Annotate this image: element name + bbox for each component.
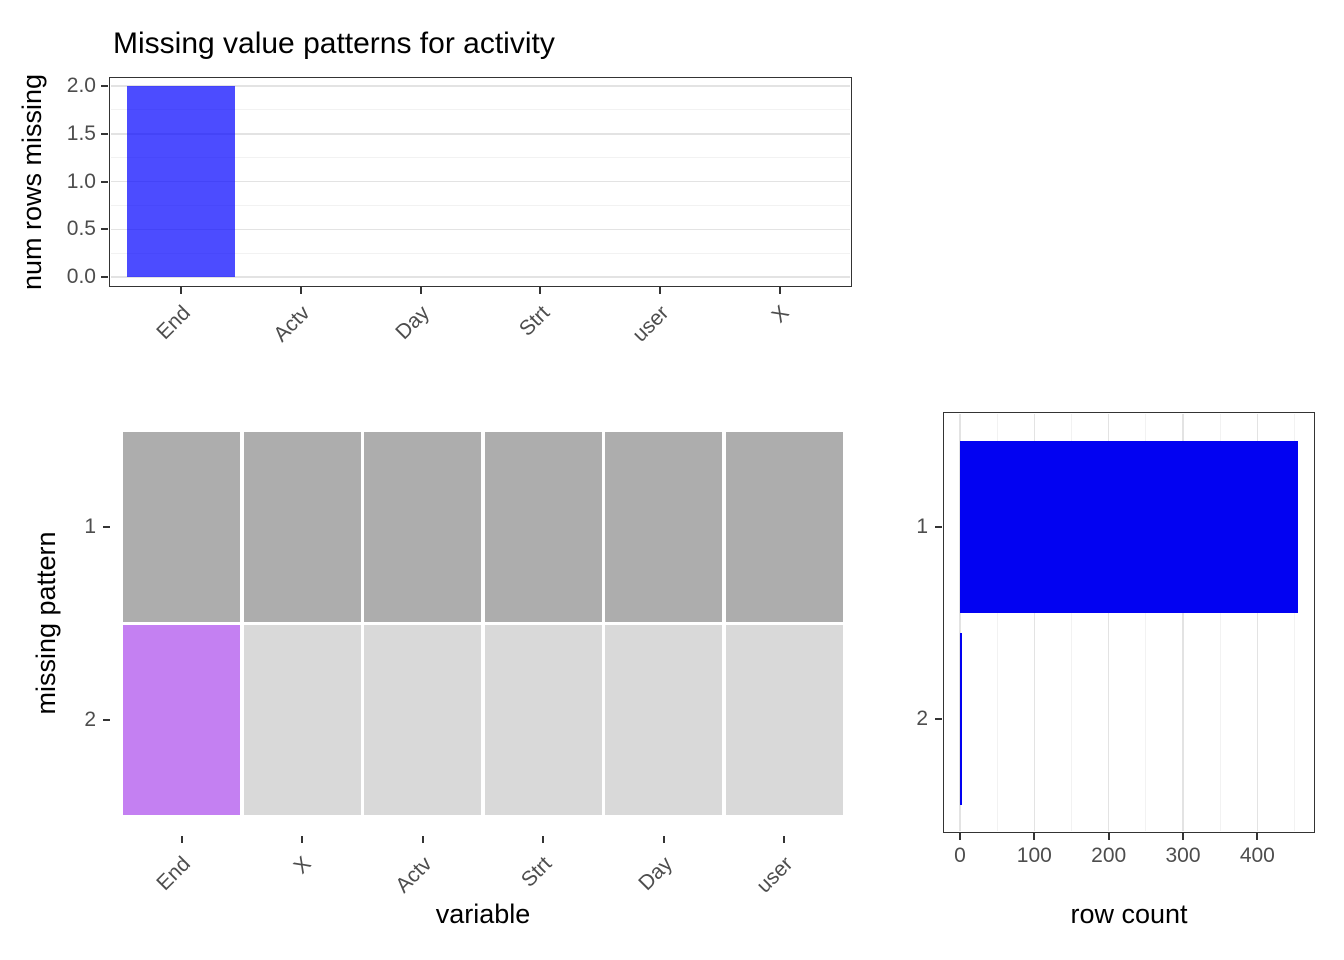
- top-y-tick-label: 0.5: [66, 217, 96, 241]
- top-gridline-minor: [111, 109, 850, 111]
- heatmap-x-tick-label-X: X: [289, 852, 316, 879]
- count-gridline-minor: [996, 414, 998, 831]
- top-x-tick-mark: [179, 287, 182, 294]
- top-x-tick-label-Strt: Strt: [514, 301, 554, 341]
- count-y-tick-label: 1: [916, 515, 928, 538]
- heatmap-x-tick-label-Strt: Strt: [517, 852, 557, 892]
- count-gridline-major: [1256, 414, 1259, 831]
- top-y-tick-label: 2.0: [66, 74, 96, 97]
- pattern-tile-1-End: [123, 432, 240, 622]
- pattern-tile-2-Actv: [364, 624, 481, 815]
- count-x-tick-mark: [1033, 833, 1036, 840]
- top-x-tick-label-Actv: Actv: [269, 301, 315, 347]
- top-y-tick-label: 0.0: [66, 265, 96, 288]
- count-bar-pattern-1: [960, 441, 1298, 613]
- pattern-tile-1-Day: [605, 432, 722, 622]
- top-x-tick-label-End: End: [151, 301, 195, 344]
- count-x-tick-label: 300: [1165, 844, 1201, 867]
- top-y-tick-label: 1.0: [66, 169, 96, 193]
- count-gridline-major: [1107, 414, 1110, 831]
- top-gridline-major: [111, 133, 850, 135]
- count-gridline-major: [1182, 414, 1184, 831]
- pattern-tile-2-X: [243, 624, 361, 815]
- top-bar-End: [126, 86, 235, 277]
- count-x-axis-title: row count: [1070, 899, 1188, 929]
- count-x-tick-label: 400: [1239, 844, 1275, 867]
- top-x-tick-mark: [539, 287, 542, 294]
- top-x-tick-label-user: user: [628, 301, 674, 347]
- top-x-tick-mark: [778, 287, 781, 294]
- top-y-tick-mark: [101, 228, 108, 231]
- count-x-tick-label: 100: [1016, 844, 1052, 867]
- top-x-tick-label-Day: Day: [391, 301, 435, 344]
- top-chart-title: Missing value patterns for activity: [113, 27, 555, 60]
- top-gridline-major: [111, 276, 850, 278]
- top-x-tick-label-X: X: [767, 301, 794, 328]
- top-x-tick-mark: [659, 287, 662, 294]
- heatmap-x-tick-label-Day: Day: [634, 852, 678, 895]
- top-gridline-major: [111, 228, 850, 230]
- count-y-tick-label: 2: [916, 707, 928, 730]
- top-gridline-major: [111, 180, 850, 183]
- count-x-tick-mark: [1256, 833, 1259, 840]
- top-gridline-minor: [111, 157, 850, 159]
- count-gridline-minor: [1145, 414, 1147, 831]
- top-gridline-minor: [111, 252, 850, 254]
- heatmap-x-tick-mark: [421, 836, 424, 843]
- count-x-tick-label: 0: [954, 844, 966, 867]
- count-y-tick-mark: [935, 526, 942, 528]
- count-bar-pattern-2: [960, 633, 962, 805]
- pattern-tile-2-End: [123, 624, 240, 815]
- heatmap-x-tick-mark: [542, 836, 544, 843]
- count-x-tick-mark: [959, 833, 961, 840]
- count-x-tick-label: 200: [1091, 844, 1127, 867]
- heatmap-x-tick-mark: [180, 836, 183, 843]
- top-x-tick-mark: [299, 287, 302, 294]
- count-y-tick-mark: [935, 718, 942, 720]
- pattern-tile-2-user: [725, 624, 843, 815]
- top-gridline-major: [111, 85, 850, 87]
- heatmap-x-tick-label-End: End: [152, 852, 196, 895]
- pattern-tile-1-Actv: [364, 432, 481, 622]
- pattern-tile-2-Strt: [484, 624, 602, 815]
- top-y-tick-mark: [101, 276, 108, 278]
- top-y-tick-label: 1.5: [66, 121, 96, 145]
- heatmap-x-axis-title: variable: [435, 899, 531, 929]
- heatmap-x-tick-mark: [301, 836, 303, 843]
- top-gridline-minor: [111, 204, 850, 206]
- count-gridline-minor: [1294, 414, 1296, 831]
- pattern-tile-1-Strt: [484, 432, 602, 622]
- pattern-tile-1-user: [725, 432, 843, 622]
- heatmap-y-axis-title: missing pattern: [31, 531, 61, 715]
- count-gridline-minor: [1219, 414, 1221, 831]
- heatmap-y-tick-label: 2: [84, 707, 96, 731]
- count-gridline-major: [959, 414, 961, 831]
- top-y-tick-mark: [101, 132, 108, 135]
- top-y-tick-mark: [101, 180, 108, 183]
- heatmap-x-tick-mark: [783, 836, 785, 843]
- pattern-tile-1-X: [243, 432, 361, 622]
- heatmap-x-tick-label-Actv: Actv: [390, 852, 437, 898]
- heatmap-y-tick-label: 1: [84, 515, 96, 538]
- heatmap-x-tick-label-user: user: [752, 852, 798, 898]
- count-x-tick-mark: [1107, 833, 1110, 840]
- pattern-tile-2-Day: [605, 624, 722, 815]
- count-gridline-major: [1033, 414, 1036, 831]
- top-x-tick-mark: [419, 287, 422, 294]
- count-x-tick-mark: [1182, 833, 1185, 840]
- top-y-tick-mark: [101, 85, 108, 87]
- heatmap-y-tick-mark: [103, 718, 110, 721]
- heatmap-x-tick-mark: [662, 836, 665, 843]
- count-gridline-minor: [1071, 414, 1072, 831]
- heatmap-y-tick-mark: [103, 526, 110, 528]
